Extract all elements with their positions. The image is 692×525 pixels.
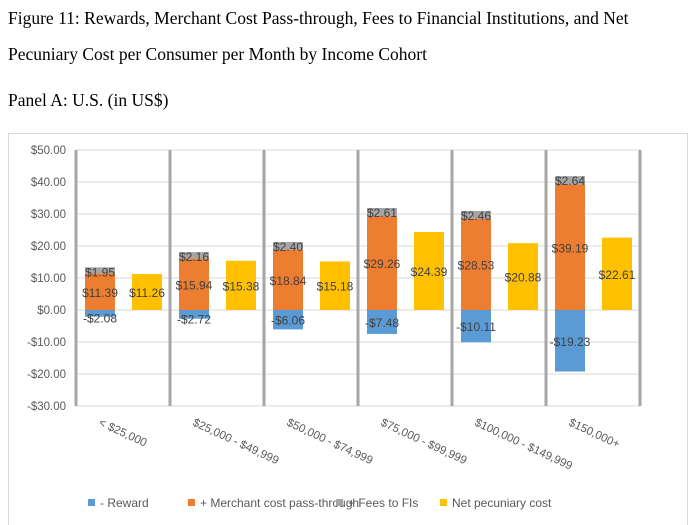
legend-label: + Merchant cost pass-through — [200, 496, 359, 510]
reward-bar — [555, 310, 585, 372]
y-tick-label: $10.00 — [31, 273, 66, 285]
net-cost-data-label: $15.38 — [223, 279, 260, 293]
y-tick-label: $0.00 — [37, 305, 66, 317]
reward-bar — [367, 310, 397, 334]
legend-swatch — [88, 499, 95, 506]
fees-to-fis-bar — [555, 176, 585, 185]
fees-to-fis-bar — [461, 210, 491, 219]
y-tick-label: -$30.00 — [27, 401, 66, 413]
net-pecuniary-cost-bar — [132, 273, 162, 310]
legend-label: - Reward — [100, 496, 149, 510]
y-tick-label: $30.00 — [31, 209, 66, 221]
y-tick-label: -$10.00 — [27, 337, 66, 349]
net-cost-data-label: $15.18 — [317, 280, 354, 294]
x-tick-label: < $25,000 — [97, 417, 149, 450]
legend-label: + Fees to FIs — [348, 496, 418, 510]
merchant-data-label: $15.94 — [176, 278, 213, 292]
y-tick-label: $50.00 — [31, 145, 66, 157]
x-tick-label: $75,000 - $99,999 — [379, 417, 469, 467]
fees-data-label: $1.95 — [85, 265, 115, 279]
merchant-pass-through-bar — [179, 258, 209, 310]
reward-bar — [179, 310, 209, 319]
fees-data-label: $2.61 — [367, 206, 397, 220]
legend-swatch — [336, 499, 343, 506]
merchant-data-label: $29.26 — [364, 257, 401, 271]
merchant-pass-through-bar — [367, 216, 397, 310]
fees-to-fis-bar — [85, 267, 115, 274]
x-tick-label: $25,000 - $49,999 — [191, 417, 281, 467]
fees-data-label: $2.16 — [179, 250, 209, 264]
y-tick-label: -$20.00 — [27, 369, 66, 381]
reward-data-label: -$19.23 — [550, 335, 591, 349]
merchant-data-label: $18.84 — [270, 274, 307, 288]
fees-data-label: $2.40 — [273, 240, 303, 254]
legend-label: Net pecuniary cost — [452, 496, 552, 510]
figure-caption: Figure 11: Rewards, Merchant Cost Pass-t… — [8, 8, 629, 28]
reward-data-label: -$7.48 — [365, 316, 399, 330]
panel-label: Panel A: U.S. (in US$) — [8, 90, 169, 110]
chart-area — [8, 133, 688, 525]
merchant-data-label: $28.53 — [458, 258, 495, 272]
net-pecuniary-cost-bar — [414, 231, 444, 310]
net-cost-data-label: $22.61 — [599, 268, 636, 282]
fees-to-fis-bar — [179, 252, 209, 259]
x-tick-label: $100,000 - $149,999 — [473, 417, 574, 473]
merchant-data-label: $39.19 — [552, 241, 589, 255]
net-cost-data-label: $24.39 — [411, 265, 448, 279]
reward-bar — [461, 310, 491, 343]
y-tick-label: $40.00 — [31, 177, 66, 189]
figure-caption-line2: Pecuniary Cost per Consumer per Month by… — [8, 44, 427, 64]
x-tick-label: $150,000+ — [567, 417, 622, 451]
fees-to-fis-bar — [273, 242, 303, 250]
y-tick-label: $20.00 — [31, 241, 66, 253]
reward-data-label: -$6.06 — [271, 314, 305, 328]
legend-swatch — [188, 499, 195, 506]
net-cost-data-label: $11.26 — [129, 286, 165, 300]
merchant-pass-through-bar — [555, 184, 585, 310]
net-cost-data-label: $20.88 — [505, 271, 542, 285]
merchant-pass-through-bar — [461, 218, 491, 310]
net-pecuniary-cost-bar — [320, 261, 350, 310]
net-pecuniary-cost-bar — [226, 260, 256, 310]
net-pecuniary-cost-bar — [602, 237, 632, 310]
fees-data-label: $2.64 — [555, 174, 585, 188]
x-tick-label: $50,000 - $74,999 — [285, 417, 375, 467]
merchant-data-label: $11.39 — [82, 286, 118, 300]
net-pecuniary-cost-bar — [508, 243, 538, 310]
merchant-pass-through-bar — [273, 249, 303, 310]
merchant-pass-through-bar — [85, 273, 115, 310]
fees-data-label: $2.46 — [461, 209, 491, 223]
reward-data-label: -$10.11 — [456, 320, 496, 334]
reward-data-label: -$2.72 — [177, 312, 211, 326]
reward-bar — [273, 310, 303, 330]
reward-data-label: -$2.08 — [83, 311, 117, 325]
reward-bar — [85, 310, 115, 317]
fees-to-fis-bar — [367, 208, 397, 217]
legend-swatch — [440, 499, 447, 506]
